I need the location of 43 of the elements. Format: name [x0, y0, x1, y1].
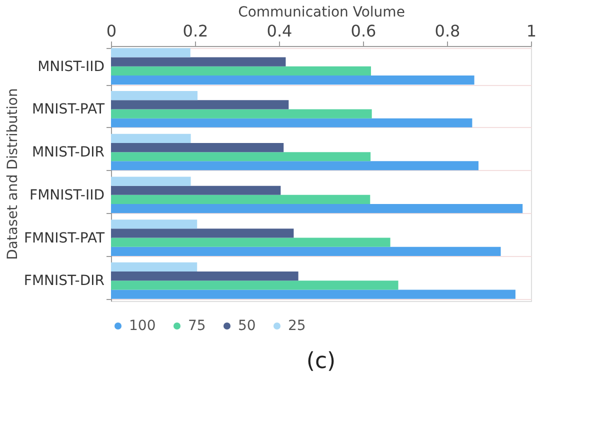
legend-label: 100: [129, 318, 156, 334]
bar: [111, 204, 523, 214]
bar: [111, 109, 372, 118]
bar: [111, 100, 289, 110]
y-tick-label: MNIST-IID: [38, 58, 104, 75]
y-tick-label: FMNIST-DIR: [24, 273, 105, 290]
y-tick-label: MNIST-PAT: [32, 102, 105, 118]
text: (c): [306, 349, 336, 374]
bar: [111, 91, 198, 100]
bar: [111, 66, 371, 76]
y-axis-title: Dataset and Distribution: [4, 88, 21, 260]
bar: [111, 48, 190, 58]
x-tick-label: 0.2: [182, 22, 208, 40]
bar: [111, 220, 198, 229]
bar: [111, 176, 191, 186]
y-tick-label: FMNIST-IID: [30, 187, 104, 204]
bar: [111, 134, 191, 143]
x-tick-label: 1: [526, 22, 537, 40]
bar: [111, 75, 474, 85]
legend-label: 75: [188, 318, 206, 334]
y-tick-label: FMNIST-PAT: [24, 230, 105, 246]
bar: [111, 280, 398, 290]
bar: [111, 272, 298, 281]
x-tick-label: 0.4: [266, 22, 292, 40]
x-axis-title: Communication Volume: [238, 4, 405, 20]
bar: [111, 194, 370, 204]
bar: [111, 118, 472, 128]
bar: [111, 186, 281, 195]
bar: [111, 246, 501, 256]
bar: [111, 262, 198, 272]
x-tick-label: 0: [106, 22, 117, 40]
x-tick-label: 0.6: [350, 22, 376, 40]
legend-label: 25: [288, 318, 306, 334]
bar: [111, 161, 478, 170]
bar: [111, 57, 286, 66]
legend-label: 50: [238, 318, 256, 334]
bar: [111, 238, 390, 247]
bar: [111, 228, 294, 238]
bar: [111, 290, 516, 299]
bar: [111, 152, 371, 162]
bar: [111, 142, 284, 152]
x-tick-label: 0.8: [434, 22, 460, 40]
y-tick-label: MNIST-DIR: [32, 144, 105, 161]
